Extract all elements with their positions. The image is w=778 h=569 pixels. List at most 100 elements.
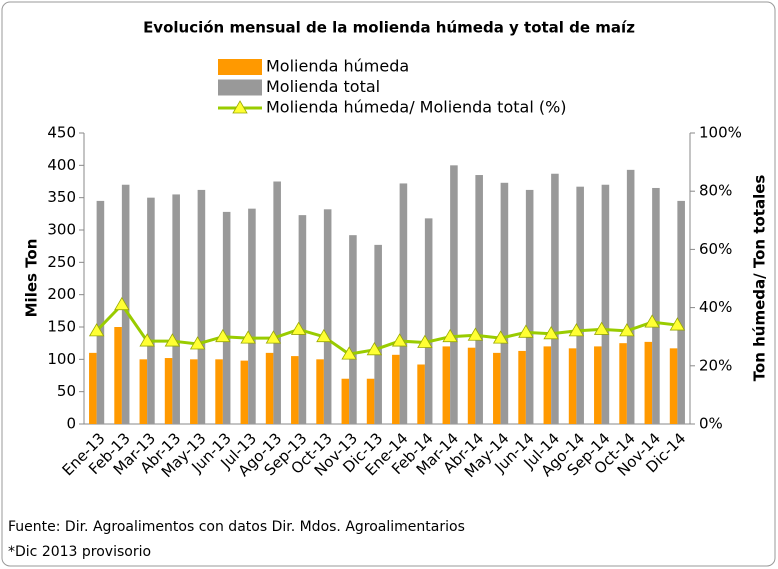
marker bbox=[417, 334, 433, 348]
bar bbox=[543, 346, 552, 424]
legend-marker bbox=[232, 100, 248, 114]
marker bbox=[543, 325, 559, 340]
y-tick-label: 150 bbox=[47, 318, 76, 336]
bar bbox=[525, 189, 534, 424]
marker bbox=[114, 296, 130, 311]
y2-tick-label: 40% bbox=[699, 298, 732, 316]
bar bbox=[677, 200, 685, 424]
marker bbox=[366, 342, 383, 356]
marker bbox=[467, 327, 484, 341]
bar bbox=[366, 378, 375, 424]
marker bbox=[164, 333, 181, 347]
bar bbox=[96, 200, 105, 424]
y-axis-label: Miles Ton bbox=[23, 239, 41, 318]
bar bbox=[392, 354, 400, 424]
y-tick-label: 300 bbox=[47, 221, 76, 239]
bar bbox=[349, 235, 357, 424]
bar bbox=[215, 359, 223, 424]
marker bbox=[290, 321, 307, 335]
bar bbox=[273, 181, 281, 424]
bar bbox=[190, 359, 198, 424]
y2-axis-label: Ton húmeda/ Ton totales bbox=[751, 175, 769, 382]
marker bbox=[593, 321, 610, 335]
bar bbox=[669, 348, 678, 424]
bar bbox=[323, 209, 332, 424]
legend-swatch bbox=[218, 79, 262, 96]
marker bbox=[391, 333, 408, 347]
bar bbox=[399, 183, 408, 424]
legend-label: Molienda húmeda/ Molienda total (%) bbox=[266, 98, 567, 117]
bar bbox=[500, 182, 509, 424]
bar bbox=[172, 194, 180, 424]
note: Fuente: Dir. Agroalimentos con datos Dir… bbox=[8, 519, 465, 535]
legend-label: Molienda total bbox=[266, 77, 380, 96]
bar bbox=[467, 347, 476, 424]
y-tick-label: 100 bbox=[47, 350, 76, 368]
marker bbox=[568, 323, 585, 337]
marker bbox=[316, 328, 332, 343]
marker bbox=[619, 323, 635, 337]
bar bbox=[298, 215, 307, 424]
bar bbox=[291, 356, 299, 424]
bar bbox=[626, 169, 635, 424]
legend-swatch bbox=[218, 59, 262, 75]
bar bbox=[644, 341, 653, 424]
marker bbox=[88, 323, 105, 337]
y-tick-label: 350 bbox=[47, 188, 76, 206]
bar bbox=[248, 208, 256, 424]
bar bbox=[551, 173, 559, 424]
y-tick-label: 250 bbox=[47, 253, 76, 271]
y2-tick-label: 60% bbox=[699, 240, 732, 258]
bar bbox=[518, 350, 526, 424]
bar bbox=[341, 378, 350, 424]
legend-label: Molienda húmeda bbox=[266, 57, 409, 76]
bar bbox=[139, 359, 148, 424]
bar bbox=[147, 197, 155, 424]
bar bbox=[442, 346, 451, 424]
bar bbox=[619, 343, 627, 424]
bar bbox=[493, 352, 501, 424]
marker bbox=[669, 317, 686, 331]
marker bbox=[139, 333, 155, 347]
y-tick-label: 50 bbox=[57, 382, 76, 400]
y2-tick-label: 100% bbox=[699, 124, 742, 142]
bar bbox=[576, 186, 584, 424]
bar bbox=[265, 352, 274, 424]
marker bbox=[215, 328, 231, 343]
y2-tick-label: 0% bbox=[699, 415, 723, 433]
bar bbox=[164, 358, 173, 424]
marker bbox=[265, 330, 282, 344]
bar bbox=[222, 211, 231, 424]
bar bbox=[594, 346, 602, 424]
bar bbox=[475, 175, 483, 424]
bar bbox=[424, 218, 433, 424]
marker bbox=[189, 336, 206, 350]
marker bbox=[644, 314, 660, 328]
note: *Dic 2013 provisorio bbox=[8, 544, 151, 560]
marker bbox=[442, 328, 458, 343]
y2-tick-label: 20% bbox=[699, 356, 732, 374]
bar bbox=[89, 352, 97, 424]
bar bbox=[450, 165, 458, 425]
marker bbox=[492, 330, 509, 344]
marker bbox=[341, 346, 357, 360]
y-tick-label: 0 bbox=[66, 415, 76, 433]
bar bbox=[114, 327, 122, 424]
y2-tick-label: 80% bbox=[699, 182, 732, 200]
bar bbox=[316, 359, 324, 424]
bar bbox=[652, 187, 660, 424]
bar bbox=[240, 360, 249, 424]
bar bbox=[568, 348, 577, 424]
chart-title: Evolución mensual de la molienda húmeda … bbox=[143, 19, 635, 37]
bar bbox=[374, 244, 382, 424]
y-tick-label: 400 bbox=[47, 156, 76, 174]
marker bbox=[518, 324, 534, 338]
y-tick-label: 200 bbox=[47, 285, 76, 303]
marker bbox=[240, 330, 256, 344]
bar bbox=[197, 189, 206, 424]
y-tick-label: 450 bbox=[47, 124, 76, 142]
bar bbox=[601, 184, 610, 424]
bar bbox=[417, 364, 425, 424]
